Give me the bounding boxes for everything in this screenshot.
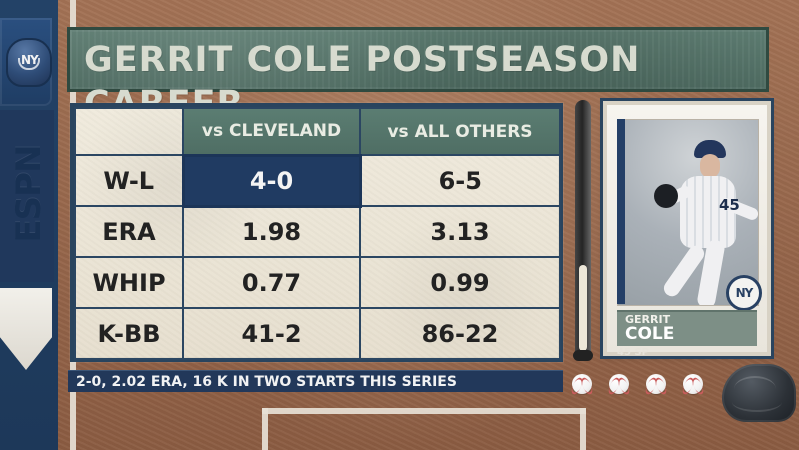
baseball-glove-icon <box>722 364 796 422</box>
player-glove <box>654 184 678 208</box>
chalk-line-bottom-right <box>580 408 586 450</box>
stat-value-others-era: 3.13 <box>359 205 561 258</box>
jersey-number: 45 <box>719 196 740 214</box>
stat-value-others-kbb: 86-22 <box>359 307 561 360</box>
helmet-icon: NY <box>6 38 52 87</box>
header-vs-cleveland: vs CLEVELAND <box>182 107 361 156</box>
card-accent-band <box>617 119 625 304</box>
stat-value-others-wl: 6-5 <box>359 154 561 207</box>
series-note-bar: 2-0, 2.02 ERA, 16 K IN TWO STARTS THIS S… <box>68 370 563 392</box>
stat-value-others-whip: 0.99 <box>359 256 561 309</box>
player-nameplate: GERRIT COLE <box>617 310 757 346</box>
header-vs-all-others: vs ALL OTHERS <box>359 107 561 156</box>
table-row: K-BB 41-2 86-22 <box>74 307 561 360</box>
series-note: 2-0, 2.02 ERA, 16 K IN TWO STARTS THIS S… <box>76 374 457 390</box>
chalk-line-bottom-left <box>262 408 268 450</box>
baseball-icon <box>572 374 592 394</box>
player-position: 45 SP <box>617 347 649 358</box>
stat-value-cleveland-era: 1.98 <box>182 205 361 258</box>
yankees-logo-icon: NY <box>726 275 762 311</box>
player-last-name: COLE <box>625 324 675 344</box>
player-photo: 45 <box>617 119 759 306</box>
stat-value-cleveland-wl: 4-0 <box>181 153 362 208</box>
stat-value-cleveland-whip: 0.77 <box>182 256 361 309</box>
helmet-panel: NY <box>0 18 52 106</box>
title-board: GERRIT COLE POSTSEASON CAREER <box>67 27 769 124</box>
baseball-icon <box>609 374 629 394</box>
stat-value-cleveland-kbb: 41-2 <box>182 307 361 360</box>
espn-logo: ESPN <box>9 145 49 243</box>
player-head <box>700 154 720 178</box>
stat-label-wl: W-L <box>74 154 184 207</box>
baseball-bat-icon <box>573 100 593 361</box>
player-cap <box>694 140 726 158</box>
table-row: WHIP 0.77 0.99 <box>74 256 561 309</box>
baseball-icon <box>683 374 703 394</box>
baseball-icon <box>646 374 666 394</box>
table-row: ERA 1.98 3.13 <box>74 205 561 258</box>
stat-label-era: ERA <box>74 205 184 258</box>
stats-board: vs CLEVELAND vs ALL OTHERS W-L 4-0 6-5 E… <box>70 103 563 362</box>
chalk-line-bottom-center <box>262 408 586 414</box>
player-card: 45 NY GERRIT COLE 45 SP <box>603 101 771 358</box>
helmet-logo: NY <box>21 53 39 67</box>
stats-header-row: vs CLEVELAND vs ALL OTHERS <box>74 107 561 156</box>
stat-label-kbb: K-BB <box>74 307 184 360</box>
player-first-name: GERRIT <box>625 313 671 326</box>
espn-panel: ESPN <box>0 110 54 282</box>
stat-label-whip: WHIP <box>74 256 184 309</box>
stats-table: vs CLEVELAND vs ALL OTHERS W-L 4-0 6-5 E… <box>74 107 561 360</box>
header-blank-cell <box>74 107 184 156</box>
table-row: W-L 4-0 6-5 <box>74 153 561 208</box>
